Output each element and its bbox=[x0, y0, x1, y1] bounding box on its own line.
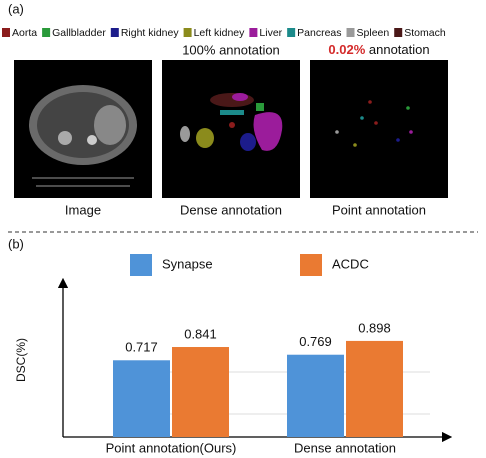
legend-label: Liver bbox=[259, 27, 282, 39]
bar bbox=[287, 354, 344, 437]
subtitle-highlight: 0.02% bbox=[328, 42, 365, 57]
mask bbox=[240, 133, 256, 151]
legend-swatch bbox=[183, 28, 192, 37]
ct-spine bbox=[87, 135, 97, 145]
legend-label: Synapse bbox=[162, 256, 213, 271]
x-tick-label: Dense annotation bbox=[294, 440, 396, 455]
mask bbox=[256, 103, 264, 111]
bar bbox=[113, 360, 170, 437]
legend-label: Right kidney bbox=[121, 27, 180, 39]
legend-swatch bbox=[394, 28, 403, 37]
legend-label: Stomach bbox=[404, 27, 446, 39]
ct-kidney bbox=[58, 131, 72, 145]
bar bbox=[346, 340, 403, 437]
panel-label: (a) bbox=[8, 1, 24, 16]
ct-table bbox=[32, 177, 134, 187]
mask bbox=[180, 126, 190, 142]
subtitle: 100% annotation bbox=[182, 42, 280, 57]
caption: Point annotation bbox=[332, 202, 426, 217]
ct-liver bbox=[94, 105, 126, 145]
y-axis-label: DSC(%) bbox=[14, 338, 28, 382]
legend-label: Aorta bbox=[12, 27, 37, 39]
legend-swatch bbox=[110, 28, 119, 37]
mask bbox=[210, 93, 254, 107]
mask bbox=[232, 93, 248, 101]
mask bbox=[220, 110, 244, 115]
legend-label: Gallbladder bbox=[52, 27, 106, 39]
legend-swatch bbox=[300, 254, 322, 276]
value-label: 0.717 bbox=[125, 340, 158, 355]
legend-label: Pancreas bbox=[297, 27, 341, 39]
bar bbox=[172, 347, 229, 437]
mask bbox=[253, 112, 283, 151]
organ-legend: Aorta Gallbladder Right kidney Left kidney L… bbox=[2, 27, 446, 39]
x-tick-label: Point annotation(Ours) bbox=[106, 440, 237, 455]
subtitle-text: annotation bbox=[365, 42, 429, 57]
legend-swatch bbox=[42, 28, 51, 37]
subtitle: 0.02% annotation bbox=[328, 42, 429, 57]
value-label: 0.769 bbox=[299, 334, 332, 349]
legend-label: ACDC bbox=[332, 256, 369, 271]
mask bbox=[196, 128, 214, 148]
mask bbox=[229, 122, 235, 128]
caption: Image bbox=[65, 202, 101, 217]
points bbox=[335, 100, 413, 147]
value-label: 0.898 bbox=[358, 320, 391, 335]
legend-swatch bbox=[2, 28, 10, 37]
caption: Dense annotation bbox=[180, 202, 282, 217]
value-label: 0.841 bbox=[184, 326, 217, 341]
legend-swatch bbox=[287, 28, 296, 37]
legend-label: Left kidney bbox=[194, 27, 246, 39]
panel-label: (b) bbox=[8, 236, 24, 251]
legend-swatch bbox=[249, 28, 258, 37]
legend-swatch bbox=[346, 28, 355, 37]
point-image bbox=[310, 60, 448, 198]
legend-swatch bbox=[130, 254, 152, 276]
legend-label: Spleen bbox=[357, 27, 390, 39]
